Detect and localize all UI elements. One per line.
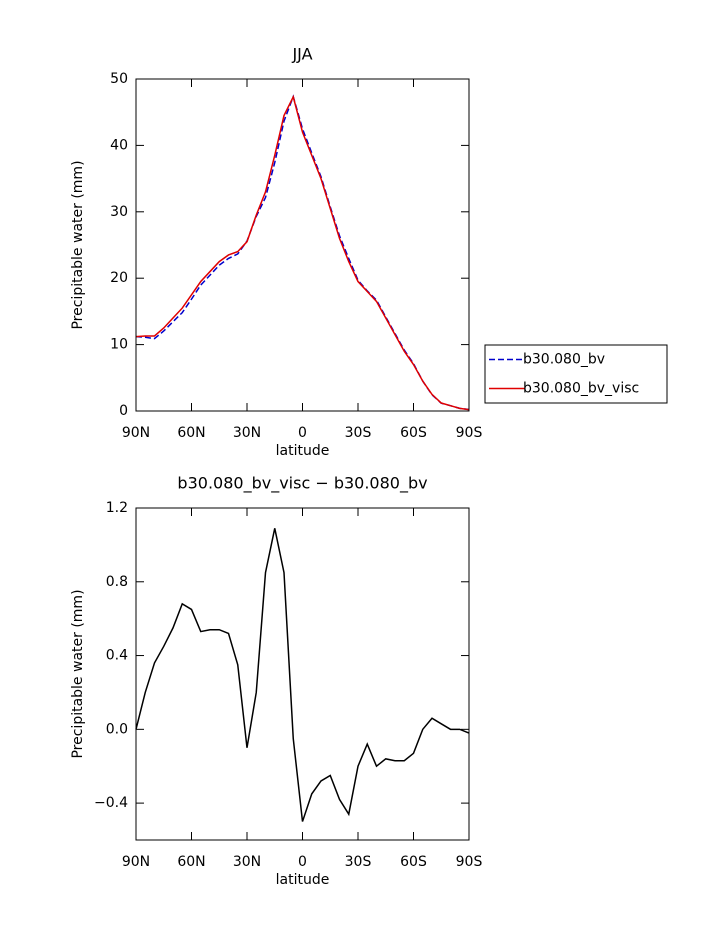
y-tick-label: 0	[119, 403, 128, 419]
x-tick-label: 30N	[233, 854, 261, 870]
x-tick-label: 60N	[177, 425, 205, 441]
y-tick-label: −0.4	[94, 795, 128, 811]
x-tick-label: 90N	[122, 854, 150, 870]
y-tick-label: 40	[110, 137, 128, 153]
legend-label: b30.080_bv_visc	[523, 381, 639, 397]
data-line	[135, 528, 470, 822]
plot-frame	[135, 78, 470, 412]
y-tick-label: 0.0	[106, 721, 128, 737]
legend-box	[484, 344, 668, 404]
y-tick-label: 1.2	[106, 500, 128, 516]
x-axis-label: latitude	[276, 872, 330, 888]
y-axis-label: Precipitable water (mm)	[70, 589, 86, 758]
legend-label: b30.080_bv	[523, 352, 605, 368]
y-axis-label: Precipitable water (mm)	[70, 160, 86, 329]
plot-frame	[135, 507, 470, 841]
data-line	[135, 94, 470, 411]
x-tick-label: 60S	[400, 425, 427, 441]
x-tick-label: 30S	[345, 425, 372, 441]
x-axis-label: latitude	[276, 443, 330, 459]
x-tick-label: 0	[298, 854, 307, 870]
x-tick-label: 60S	[400, 854, 427, 870]
x-tick-label: 90S	[456, 425, 483, 441]
y-tick-label: 10	[110, 337, 128, 353]
x-tick-label: 30N	[233, 425, 261, 441]
y-tick-label: 20	[110, 270, 128, 286]
chart-title: b30.080_bv_visc − b30.080_bv	[177, 474, 427, 494]
data-line	[135, 94, 470, 411]
y-tick-label: 0.8	[106, 574, 128, 590]
x-tick-label: 0	[298, 425, 307, 441]
chart-title: JJA	[291, 45, 312, 64]
y-tick-label: 50	[110, 71, 128, 87]
y-tick-label: 0.4	[106, 648, 128, 664]
x-tick-label: 30S	[345, 854, 372, 870]
y-tick-label: 30	[110, 204, 128, 220]
x-tick-label: 60N	[177, 854, 205, 870]
x-tick-label: 90S	[456, 854, 483, 870]
x-tick-label: 90N	[122, 425, 150, 441]
